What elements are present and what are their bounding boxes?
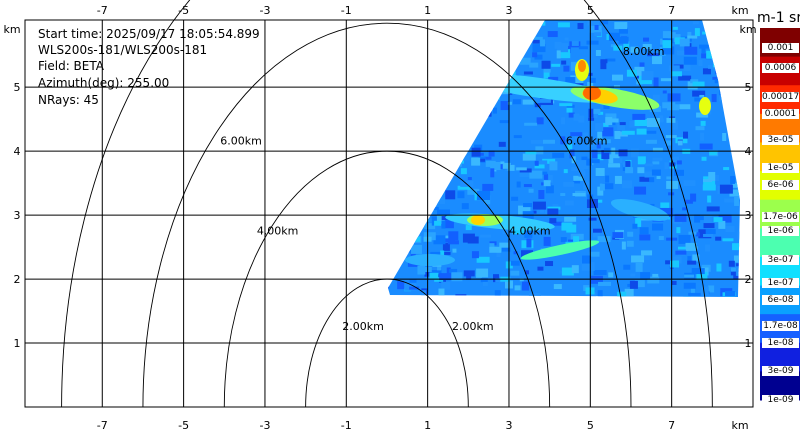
colorbar-label: 0.00017 xyxy=(762,91,800,102)
colorbar-label: 1e-07 xyxy=(762,277,799,288)
y-tick-label-left: 5 xyxy=(14,81,21,94)
y-tick-label-right: 3 xyxy=(745,209,752,222)
start-time-label: Start time: 2025/09/17 18:05:54.899 xyxy=(38,27,260,41)
x-unit-label-bottom: km xyxy=(731,419,748,432)
y-tick-label-right: 4 xyxy=(745,145,752,158)
colorbar-label: 1e-08 xyxy=(762,337,799,348)
ring-label-8km: 8.00km xyxy=(623,45,665,58)
colorbar-label: 1.7e-06 xyxy=(762,211,799,222)
x-tick-label-top: -5 xyxy=(178,4,189,17)
x-tick-label-bottom: -7 xyxy=(97,419,108,432)
range-ring xyxy=(61,0,713,408)
y-tick-label-right: 2 xyxy=(745,273,752,286)
ring-label-4km-left: 4.00km xyxy=(257,224,299,237)
colorbar-label: 6e-08 xyxy=(762,294,799,305)
colorbar-label: 0.0006 xyxy=(762,63,799,74)
colorbar-label: 1e-06 xyxy=(762,226,799,237)
y-unit-label-left: km xyxy=(3,23,20,36)
y-tick-label-left: 2 xyxy=(14,273,21,286)
y-tick-label-left: 1 xyxy=(14,337,21,350)
x-tick-label-bottom: 5 xyxy=(587,419,594,432)
colorbar-label: 1e-05 xyxy=(762,163,799,174)
range-ring xyxy=(142,22,632,408)
field-label: Field: BETA xyxy=(38,59,104,73)
colorbar-label: 0.001 xyxy=(762,43,799,54)
x-tick-label-top: -3 xyxy=(259,4,270,17)
colorbar-label: 3e-07 xyxy=(762,254,799,265)
ring-label-4km-right: 4.00km xyxy=(509,224,551,237)
ring-label-2km-right: 2.00km xyxy=(452,320,494,333)
colorbar-label: 3e-09 xyxy=(762,366,799,377)
colorbar-label: 1e-09 xyxy=(762,395,799,405)
y-tick-label-right: 5 xyxy=(745,81,752,94)
azimuth-label: Azimuth(deg): 255.00 xyxy=(38,76,170,90)
colorbar-label: 3e-05 xyxy=(762,134,799,145)
x-tick-label-bottom: -1 xyxy=(341,419,352,432)
x-tick-label-top: -1 xyxy=(341,4,352,17)
ring-label-6km-right: 6.00km xyxy=(566,135,608,148)
x-tick-label-top: 5 xyxy=(587,4,594,17)
x-tick-label-bottom: -5 xyxy=(178,419,189,432)
x-tick-label-bottom: 1 xyxy=(424,419,431,432)
x-tick-label-top: -7 xyxy=(97,4,108,17)
x-unit-label-top: km xyxy=(731,4,748,17)
y-tick-label-right: 1 xyxy=(745,337,752,350)
x-tick-label-top: 7 xyxy=(668,4,675,17)
y-tick-label-left: 3 xyxy=(14,209,21,222)
x-tick-label-bottom: 3 xyxy=(505,419,512,432)
nrays-label: NRays: 45 xyxy=(38,93,99,107)
instrument-label: WLS200s-181/WLS200s-181 xyxy=(38,43,208,57)
colorbar-title: m-1 sr-1 xyxy=(757,10,800,26)
ring-label-6km-left: 6.00km xyxy=(220,135,262,148)
x-tick-label-bottom: 7 xyxy=(668,419,675,432)
colorbar-label: 6e-06 xyxy=(762,180,799,191)
ring-label-2km-left: 2.00km xyxy=(342,320,384,333)
colorbar-label: 1.7e-08 xyxy=(762,320,799,331)
y-unit-label-right: km xyxy=(739,23,756,36)
colorbar-label: 0.0001 xyxy=(762,108,799,119)
range-ring xyxy=(305,279,469,408)
x-tick-label-top: 3 xyxy=(505,4,512,17)
x-tick-label-bottom: -3 xyxy=(259,419,270,432)
x-tick-label-top: 1 xyxy=(424,4,431,17)
plot-frame xyxy=(24,19,754,408)
y-tick-label-left: 4 xyxy=(14,145,21,158)
